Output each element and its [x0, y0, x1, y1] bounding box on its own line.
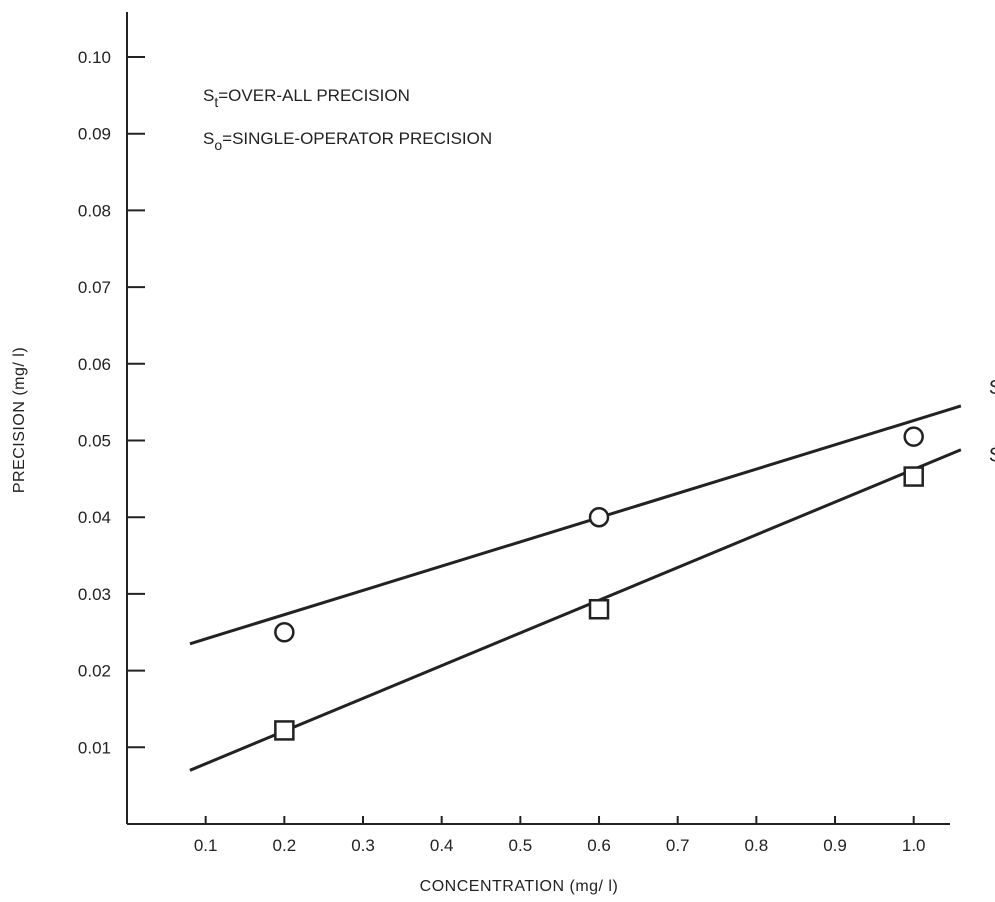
legend-1-symbol: S	[203, 129, 214, 148]
data-point-square	[274, 720, 295, 741]
legend-0-text: =OVER-ALL PRECISION	[218, 86, 410, 105]
y-tick-label: 0.04	[78, 508, 111, 527]
x-tick-label: 0.3	[351, 836, 375, 855]
x-tick-label: 0.1	[194, 836, 218, 855]
series-label-main: S	[989, 377, 995, 399]
x-tick-label: 0.9	[823, 836, 847, 855]
y-axis-title: PRECISION (mg/ l)	[11, 347, 28, 493]
y-tick-label: 0.10	[78, 48, 111, 67]
y-tick-label: 0.06	[78, 355, 111, 374]
series-labels: St So	[989, 377, 995, 473]
fit-line-so	[189, 448, 962, 772]
y-ticks: 0.01 0.02 0.03 0.04 0.05 0.06 0.07 0.08 0.09 0.10	[78, 48, 145, 757]
y-tick-label: 0.09	[78, 125, 111, 144]
legend-entry-1: So=SINGLE-OPERATOR PRECISION	[203, 129, 492, 153]
legend: St=OVER-ALL PRECISION So=SINGLE-OPERATOR…	[203, 86, 492, 153]
x-axis-title: CONCENTRATION (mg/ l)	[420, 878, 619, 895]
y-tick-label: 0.01	[78, 738, 111, 757]
x-tick-label: 0.8	[745, 836, 769, 855]
y-tick-label: 0.02	[78, 662, 111, 681]
y-tick-label: 0.05	[78, 432, 111, 451]
x-tick-label: 1.0	[902, 836, 926, 855]
legend-1-text: =SINGLE-OPERATOR PRECISION	[222, 129, 492, 148]
fit-lines	[189, 404, 962, 772]
x-tick-label: 0.5	[509, 836, 533, 855]
y-tick-label: 0.03	[78, 585, 111, 604]
x-tick-label: 0.6	[587, 836, 611, 855]
series-label-st: St	[989, 377, 995, 405]
x-ticks: 0.1 0.2 0.3 0.4 0.5 0.6 0.7 0.8 0.9 1.0	[194, 816, 926, 855]
legend-0-symbol: S	[203, 86, 214, 105]
series-label-main: S	[989, 445, 995, 467]
data-point-square	[588, 598, 610, 620]
axes	[126, 12, 950, 825]
y-tick-label: 0.07	[78, 278, 111, 297]
legend-0-subscript: t	[214, 94, 218, 110]
data-point-circle	[903, 426, 924, 447]
y-tick-label: 0.08	[78, 201, 111, 220]
x-tick-label: 0.2	[273, 836, 297, 855]
data-markers	[274, 426, 924, 741]
data-point-circle	[274, 622, 295, 643]
fit-line-st	[189, 404, 962, 646]
x-tick-label: 0.4	[430, 836, 454, 855]
legend-entry-0: St=OVER-ALL PRECISION	[203, 86, 410, 110]
data-point-circle	[588, 506, 610, 528]
legend-1-subscript: o	[214, 137, 222, 153]
series-label-so: So	[989, 445, 995, 473]
data-point-square	[903, 466, 924, 487]
x-tick-label: 0.7	[666, 836, 690, 855]
